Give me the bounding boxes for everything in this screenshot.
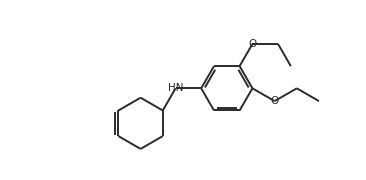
Text: O: O — [248, 39, 257, 49]
Text: HN: HN — [168, 83, 183, 93]
Text: O: O — [270, 96, 279, 106]
